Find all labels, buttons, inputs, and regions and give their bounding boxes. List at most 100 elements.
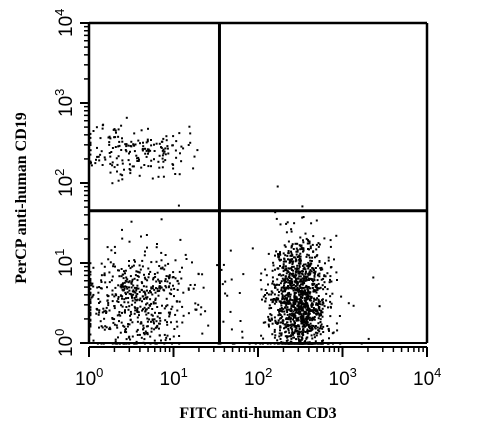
event-dot — [295, 277, 297, 280]
event-dot — [121, 311, 123, 314]
event-dot — [107, 136, 110, 139]
event-dot — [314, 312, 317, 315]
event-dot — [114, 251, 117, 254]
event-dot — [162, 148, 165, 151]
event-dot — [306, 253, 309, 256]
y-tick-label: 100 — [52, 329, 77, 357]
event-dot — [145, 285, 148, 288]
event-dot — [152, 301, 155, 304]
event-dot — [307, 309, 310, 312]
event-dot — [121, 297, 123, 300]
event-dot — [296, 277, 299, 280]
event-dot — [322, 331, 325, 333]
event-dot — [281, 315, 284, 318]
event-dot — [155, 260, 158, 263]
event-dot — [306, 264, 309, 267]
event-dot — [302, 333, 305, 336]
event-dot — [305, 319, 308, 322]
event-dot — [283, 300, 286, 303]
event-dot — [133, 144, 136, 147]
event-dot — [301, 247, 304, 250]
event-dot — [304, 263, 307, 266]
event-dot — [269, 320, 272, 322]
event-dot — [297, 325, 300, 328]
event-dot — [118, 313, 121, 316]
event-dot — [284, 245, 287, 248]
event-dot — [301, 270, 304, 272]
event-dot — [156, 243, 158, 245]
event-dot — [89, 270, 92, 273]
event-dot — [283, 282, 286, 285]
event-dot — [318, 330, 321, 333]
event-dot — [138, 158, 140, 161]
event-dot — [324, 262, 326, 265]
event-dot — [136, 320, 139, 323]
event-dot — [170, 308, 173, 311]
event-dot — [156, 271, 159, 274]
event-dot — [335, 271, 338, 274]
event-dot — [119, 173, 122, 176]
event-dot — [174, 173, 177, 175]
event-dot — [282, 322, 284, 325]
event-dot — [287, 252, 290, 255]
event-dot — [150, 159, 153, 162]
event-dot — [106, 246, 109, 249]
event-dot — [296, 311, 299, 314]
event-dot — [154, 291, 157, 294]
event-dot — [295, 250, 298, 253]
event-dot — [145, 303, 147, 306]
event-dot — [288, 273, 291, 276]
event-dot — [220, 268, 223, 271]
event-dot — [98, 311, 101, 314]
event-dot — [293, 322, 296, 324]
event-dot — [133, 312, 136, 315]
event-dot — [299, 252, 302, 255]
event-dot — [121, 178, 124, 181]
event-dot — [143, 338, 146, 341]
event-dot — [200, 306, 203, 309]
event-dot — [142, 324, 145, 327]
y-tick-label-group: 103 — [52, 89, 77, 117]
event-dot — [309, 327, 311, 330]
event-dot — [270, 298, 273, 301]
event-dot — [319, 303, 322, 306]
event-dot — [115, 324, 118, 327]
event-dot — [299, 259, 302, 262]
event-dot — [273, 283, 276, 286]
event-dot — [314, 284, 317, 287]
event-dot — [278, 258, 281, 261]
event-dot — [105, 306, 108, 309]
event-dot — [298, 264, 301, 267]
event-dot — [113, 166, 116, 169]
event-dot — [100, 262, 103, 265]
event-dot — [312, 310, 315, 313]
event-dot — [302, 263, 305, 266]
event-dot — [286, 292, 289, 295]
event-dot — [97, 155, 100, 158]
event-dot — [107, 295, 110, 298]
event-dot — [192, 287, 195, 290]
event-dot — [309, 309, 312, 312]
event-dot — [147, 150, 150, 153]
event-dot — [300, 314, 303, 317]
event-dot — [121, 137, 123, 140]
event-dot — [298, 290, 301, 293]
event-dot — [288, 315, 291, 318]
event-dot — [124, 291, 127, 294]
event-dot — [166, 304, 169, 307]
event-dot — [314, 298, 317, 301]
event-dot — [89, 287, 92, 290]
event-dot — [290, 278, 293, 281]
event-dot — [134, 309, 137, 312]
x-tick-label: 101 — [160, 365, 188, 390]
event-dot — [155, 142, 158, 145]
event-dot — [316, 286, 318, 289]
event-dot — [108, 281, 111, 284]
event-dot — [329, 266, 332, 269]
event-dot — [118, 320, 120, 323]
event-dot — [123, 298, 126, 301]
event-dot — [103, 265, 106, 268]
event-dot — [283, 284, 285, 287]
event-dot — [126, 287, 129, 290]
event-dot — [307, 277, 310, 280]
